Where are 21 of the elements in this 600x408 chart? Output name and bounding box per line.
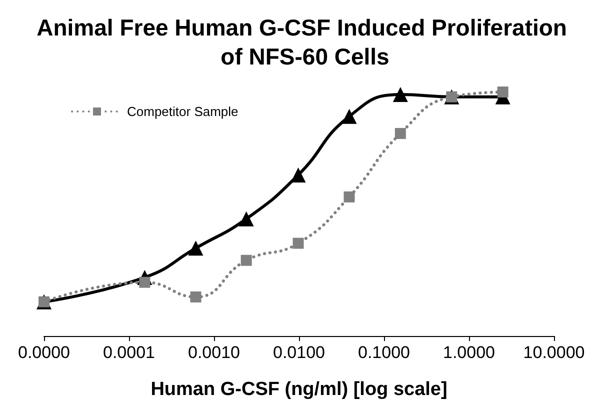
point [344,191,355,202]
point [290,167,306,182]
point [394,128,406,139]
point [342,108,357,124]
point [292,238,304,249]
x-tick-label: 10.0000 [523,343,585,362]
x-tick-label: 0.1000 [358,343,410,362]
chart-title: Animal Free Human G-CSF Induced Proliferation of NFS-60 Cells [36,14,574,70]
x-tick-label: 1.0000 [443,343,495,362]
x-axis-title: Human G-CSF (ng/ml) [log scale] [150,379,448,400]
x-tick-label: 0.0001 [103,343,155,362]
point [497,86,508,98]
point [190,291,202,302]
point [238,211,254,226]
point [188,240,204,256]
x-tick-label: 0.0010 [188,343,240,362]
point [392,86,408,102]
point [240,254,252,266]
x-tick-label: 0.0000 [18,343,70,362]
x-tick-label: 0.0100 [273,343,325,362]
legend-label: Competitor Sample [127,104,238,119]
